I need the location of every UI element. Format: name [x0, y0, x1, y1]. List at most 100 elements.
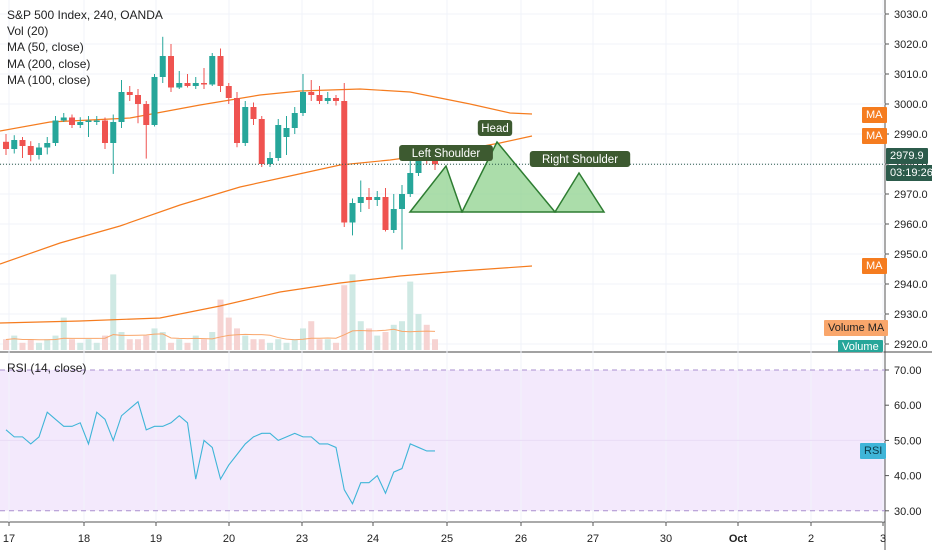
volume-bar: [423, 324, 430, 350]
candle: [242, 101, 249, 146]
candle-body: [85, 120, 92, 122]
volume-bar: [250, 339, 257, 350]
candle: [168, 44, 174, 92]
time-tick-label: 20: [223, 533, 235, 545]
candle: [36, 143, 42, 160]
candle: [184, 74, 191, 88]
candle-body: [407, 173, 414, 194]
rsi-tag: RSI: [860, 443, 887, 459]
head-label: Head: [477, 120, 513, 136]
candle: [176, 71, 183, 89]
candle-body: [283, 128, 290, 137]
candle: [341, 83, 348, 227]
volume-bar: [415, 314, 422, 350]
time-tick-label: 24: [367, 533, 379, 545]
volume-bar: [283, 342, 290, 350]
candle: [283, 116, 290, 155]
candle: [366, 188, 372, 209]
volume-bar: [44, 339, 51, 350]
price-tick-label: 3020.0: [894, 39, 928, 51]
volume-bar: [3, 339, 9, 350]
candle-body: [399, 194, 405, 209]
candle-body: [143, 104, 150, 125]
candle-body: [357, 197, 364, 203]
legend-ma50: MA (50, close): [7, 40, 84, 55]
time-tick-label: 27: [587, 533, 599, 545]
candle: [217, 48, 224, 92]
ma-tag-3: MA: [862, 258, 887, 274]
volume-bar: [11, 335, 18, 350]
volume-bar: [308, 321, 315, 350]
head-label-text: Head: [481, 123, 509, 135]
candle-body: [250, 107, 257, 119]
candle: [390, 194, 397, 233]
volume-bar: [36, 342, 42, 350]
volume-bar: [390, 324, 397, 350]
volume-bar: [27, 339, 34, 350]
price-tick-label: 3010.0: [894, 69, 928, 81]
candle: [143, 101, 150, 159]
volume-bar: [77, 342, 84, 350]
volume-bar: [291, 339, 298, 350]
volume-bar: [201, 339, 207, 350]
candle-body: [225, 86, 232, 98]
candle: [77, 117, 84, 128]
symbol-title: S&P 500 Index, 240, OANDA: [7, 8, 163, 22]
candle: [399, 185, 405, 250]
right-shoulder-label-text: Right Shoulder: [542, 154, 618, 166]
candle: [60, 113, 67, 122]
rsi-tick-label: 70.00: [894, 365, 922, 377]
volume-bar: [159, 332, 166, 350]
volume-bar: [357, 321, 364, 350]
volume-bar: [366, 328, 372, 350]
candle-body: [52, 120, 59, 143]
candle-body: [151, 77, 158, 125]
candle-body: [324, 98, 331, 101]
candle: [324, 92, 331, 104]
candle: [349, 198, 356, 236]
price-tick-label: 3000.0: [894, 99, 928, 111]
candle-body: [201, 83, 207, 85]
candle-body: [102, 120, 108, 143]
legend-vol: Vol (20): [7, 24, 49, 39]
volume-bar: [275, 339, 282, 350]
candle-body: [27, 146, 34, 155]
candle-body: [275, 125, 282, 158]
candle-body: [60, 117, 67, 121]
candle: [374, 191, 381, 206]
volume-bar: [85, 339, 92, 350]
time-tick-label: 18: [78, 533, 90, 545]
candle-body: [110, 122, 117, 143]
candle-body: [242, 107, 249, 143]
price-tick-label: 2960.0: [894, 219, 928, 231]
candle-body: [267, 158, 273, 164]
volume-bar: [432, 339, 438, 350]
candle: [19, 137, 26, 158]
volume-bar: [118, 332, 125, 350]
candle-body: [333, 98, 339, 101]
left-shoulder-label: Left Shoulder: [399, 145, 493, 161]
volume-bar: [349, 274, 356, 350]
volume-bar: [143, 335, 150, 350]
volume-bar: [151, 328, 158, 350]
candle-body: [432, 161, 438, 165]
candle: [333, 95, 339, 106]
head-label-bg: [477, 120, 513, 136]
legend-ma200: MA (200, close): [7, 56, 91, 71]
left-shoulder-triangle: [408, 164, 464, 213]
candle-body: [300, 92, 306, 113]
price-tick-label: 2990.0: [894, 129, 928, 141]
candle: [258, 116, 265, 167]
candle: [357, 180, 364, 212]
volume-bar: [234, 328, 240, 350]
candle-body: [192, 83, 199, 86]
ma-tag-1: MA: [862, 107, 887, 123]
volume-bar: [267, 342, 273, 350]
time-tick-label: 19: [150, 533, 162, 545]
price-tick-label: 3030.0: [894, 9, 928, 21]
volume-bar: [126, 339, 133, 350]
price-tick-label: 2940.0: [894, 279, 928, 291]
candle: [275, 119, 282, 161]
volume-bar: [102, 335, 108, 350]
